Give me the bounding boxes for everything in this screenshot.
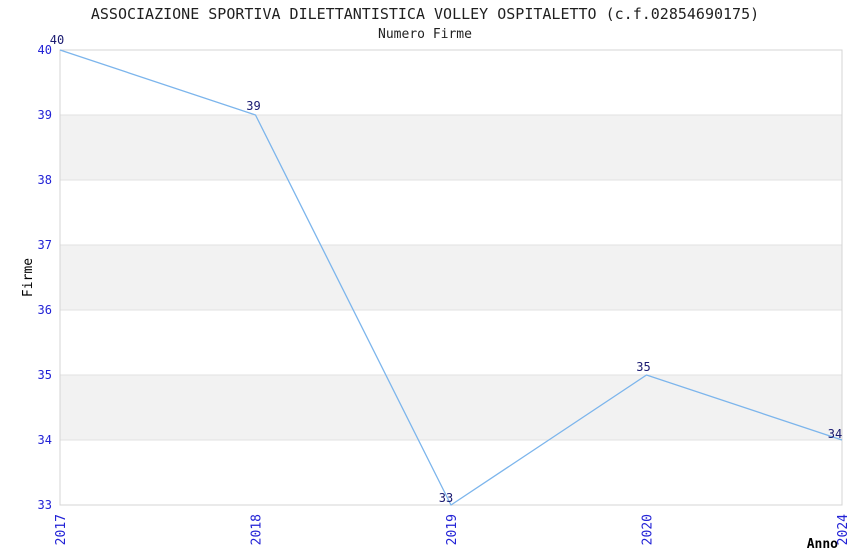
y-tick-label: 38 <box>38 173 52 187</box>
y-axis-title: Firme <box>21 258 36 297</box>
data-label: 40 <box>50 33 64 47</box>
y-tick-label: 39 <box>38 108 52 122</box>
y-tick-label: 34 <box>38 433 52 447</box>
x-tick-label: 2019 <box>445 514 460 545</box>
chart-title: ASSOCIAZIONE SPORTIVA DILETTANTISTICA VO… <box>90 5 760 23</box>
alt-band <box>60 245 842 310</box>
data-label: 35 <box>636 360 650 374</box>
x-tick-label: 2018 <box>250 514 265 545</box>
x-axis-title: Anno <box>807 537 838 550</box>
x-tick-label: 2024 <box>836 514 850 545</box>
data-line <box>59 49 843 506</box>
data-label: 34 <box>828 427 842 441</box>
x-tick-label: 2020 <box>641 514 656 545</box>
x-tick-label: 2017 <box>54 514 69 545</box>
y-tick-label: 33 <box>38 498 52 512</box>
y-tick-label: 37 <box>38 238 52 252</box>
y-tick-label: 40 <box>38 43 52 57</box>
alt-band <box>60 375 842 440</box>
y-tick-label: 36 <box>38 303 52 317</box>
data-label: 39 <box>246 99 260 113</box>
chart-subtitle: Numero Firme <box>378 27 472 42</box>
alt-band <box>60 115 842 180</box>
y-tick-label: 35 <box>38 368 52 382</box>
data-label: 33 <box>439 491 453 505</box>
